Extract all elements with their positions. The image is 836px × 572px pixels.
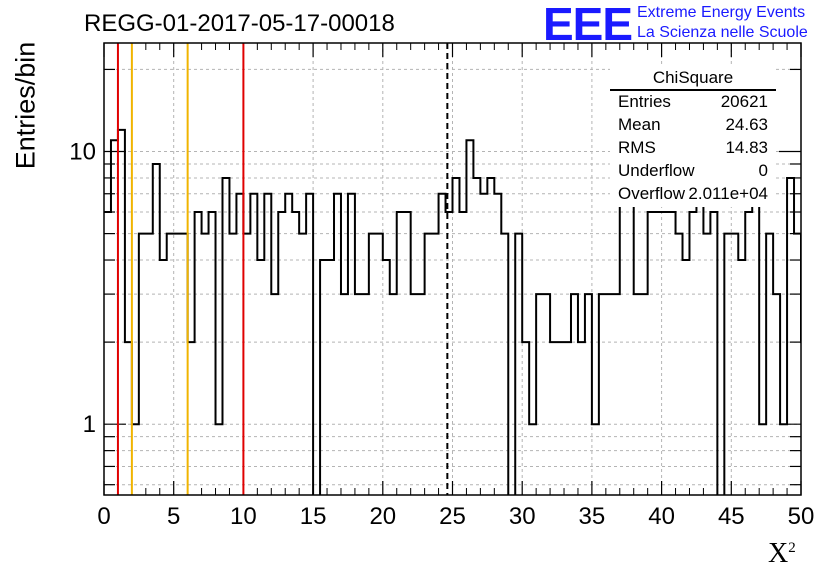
y-axis-label: Entries/bin [10, 41, 41, 170]
x-axis-label: X2 [768, 538, 796, 570]
x-tick-label: 25 [439, 503, 466, 530]
x-tick-label: 35 [579, 503, 606, 530]
stats-key: RMS [618, 138, 656, 157]
grid [104, 43, 801, 495]
stats-key: Entries [618, 92, 671, 111]
x-tick-label: 10 [230, 503, 257, 530]
x-tick-label: 50 [788, 503, 815, 530]
stats-title: ChiSquare [652, 68, 734, 87]
x-axis-label-base: X [768, 538, 789, 569]
stats-row-mean: Mean 24.63 [618, 115, 768, 137]
x-tick-label: 30 [509, 503, 536, 530]
stats-row-underflow: Underflow 0 [618, 161, 768, 183]
stats-rule [610, 89, 776, 91]
chart-title: REGG-01-2017-05-17-00018 [84, 10, 395, 37]
x-tick-label: 20 [369, 503, 396, 530]
x-tick-label: 0 [97, 503, 110, 530]
stats-box: ChiSquare Entries 20621 Mean 24.63 RMS 1… [610, 67, 776, 207]
y-tick-label: 1 [83, 411, 96, 438]
x-tick-label: 15 [300, 503, 327, 530]
stats-row-entries: Entries 20621 [618, 92, 768, 114]
x-tick-label: 40 [648, 503, 675, 530]
stats-key: Underflow [618, 161, 695, 180]
stats-value: 0 [758, 161, 768, 180]
stats-value: 24.63 [725, 115, 768, 134]
stats-row-rms: RMS 14.83 [618, 138, 768, 160]
marker-lines [116, 43, 449, 495]
x-axis-label-sup: 2 [788, 540, 796, 556]
plot-frame [103, 42, 802, 496]
stats-value: 2.011e+04 [688, 184, 768, 203]
eee-logo: EEE [543, 0, 633, 50]
logo-line-2: La Scienza nelle Scuole [637, 24, 808, 41]
stats-row-overflow: Overflow 2.011e+04 [618, 184, 768, 206]
stats-value: 14.83 [725, 138, 768, 157]
stats-value: 20621 [720, 92, 768, 111]
y-tick-label: 10 [69, 139, 96, 166]
x-tick-label: 45 [718, 503, 745, 530]
x-tick-label: 5 [167, 503, 180, 530]
tick-labels: 0 5 10 15 20 25 30 35 40 45 50 1 10 [69, 139, 814, 530]
stats-key: Mean [618, 115, 661, 134]
stats-key: Overflow [618, 184, 686, 203]
logo-line-1: Extreme Energy Events [637, 4, 806, 21]
